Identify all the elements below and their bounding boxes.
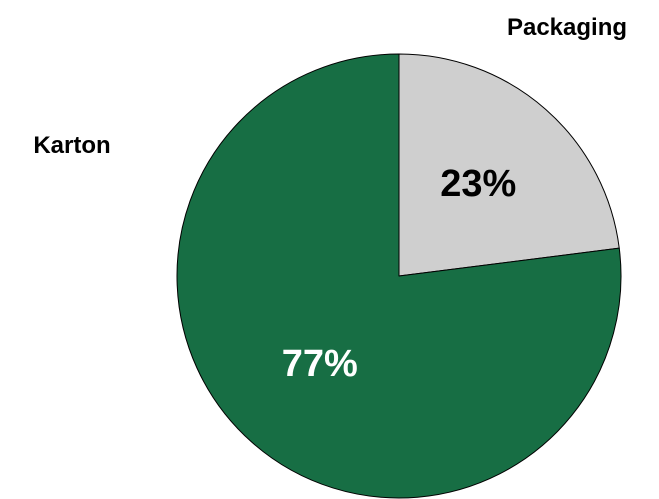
pie-slice-karton [176, 53, 622, 499]
pie-slice-percentage-karton: 77% [282, 343, 358, 385]
percentage-labels: 23% 77% [282, 163, 517, 385]
slice-category-label-packaging: Packaging [507, 14, 627, 41]
pie-slice-percentage-packaging: 23% [440, 163, 516, 205]
pie-slice-packaging [398, 53, 620, 277]
slice-category-label-karton: Karton [33, 132, 110, 159]
pie-slices [176, 53, 622, 499]
